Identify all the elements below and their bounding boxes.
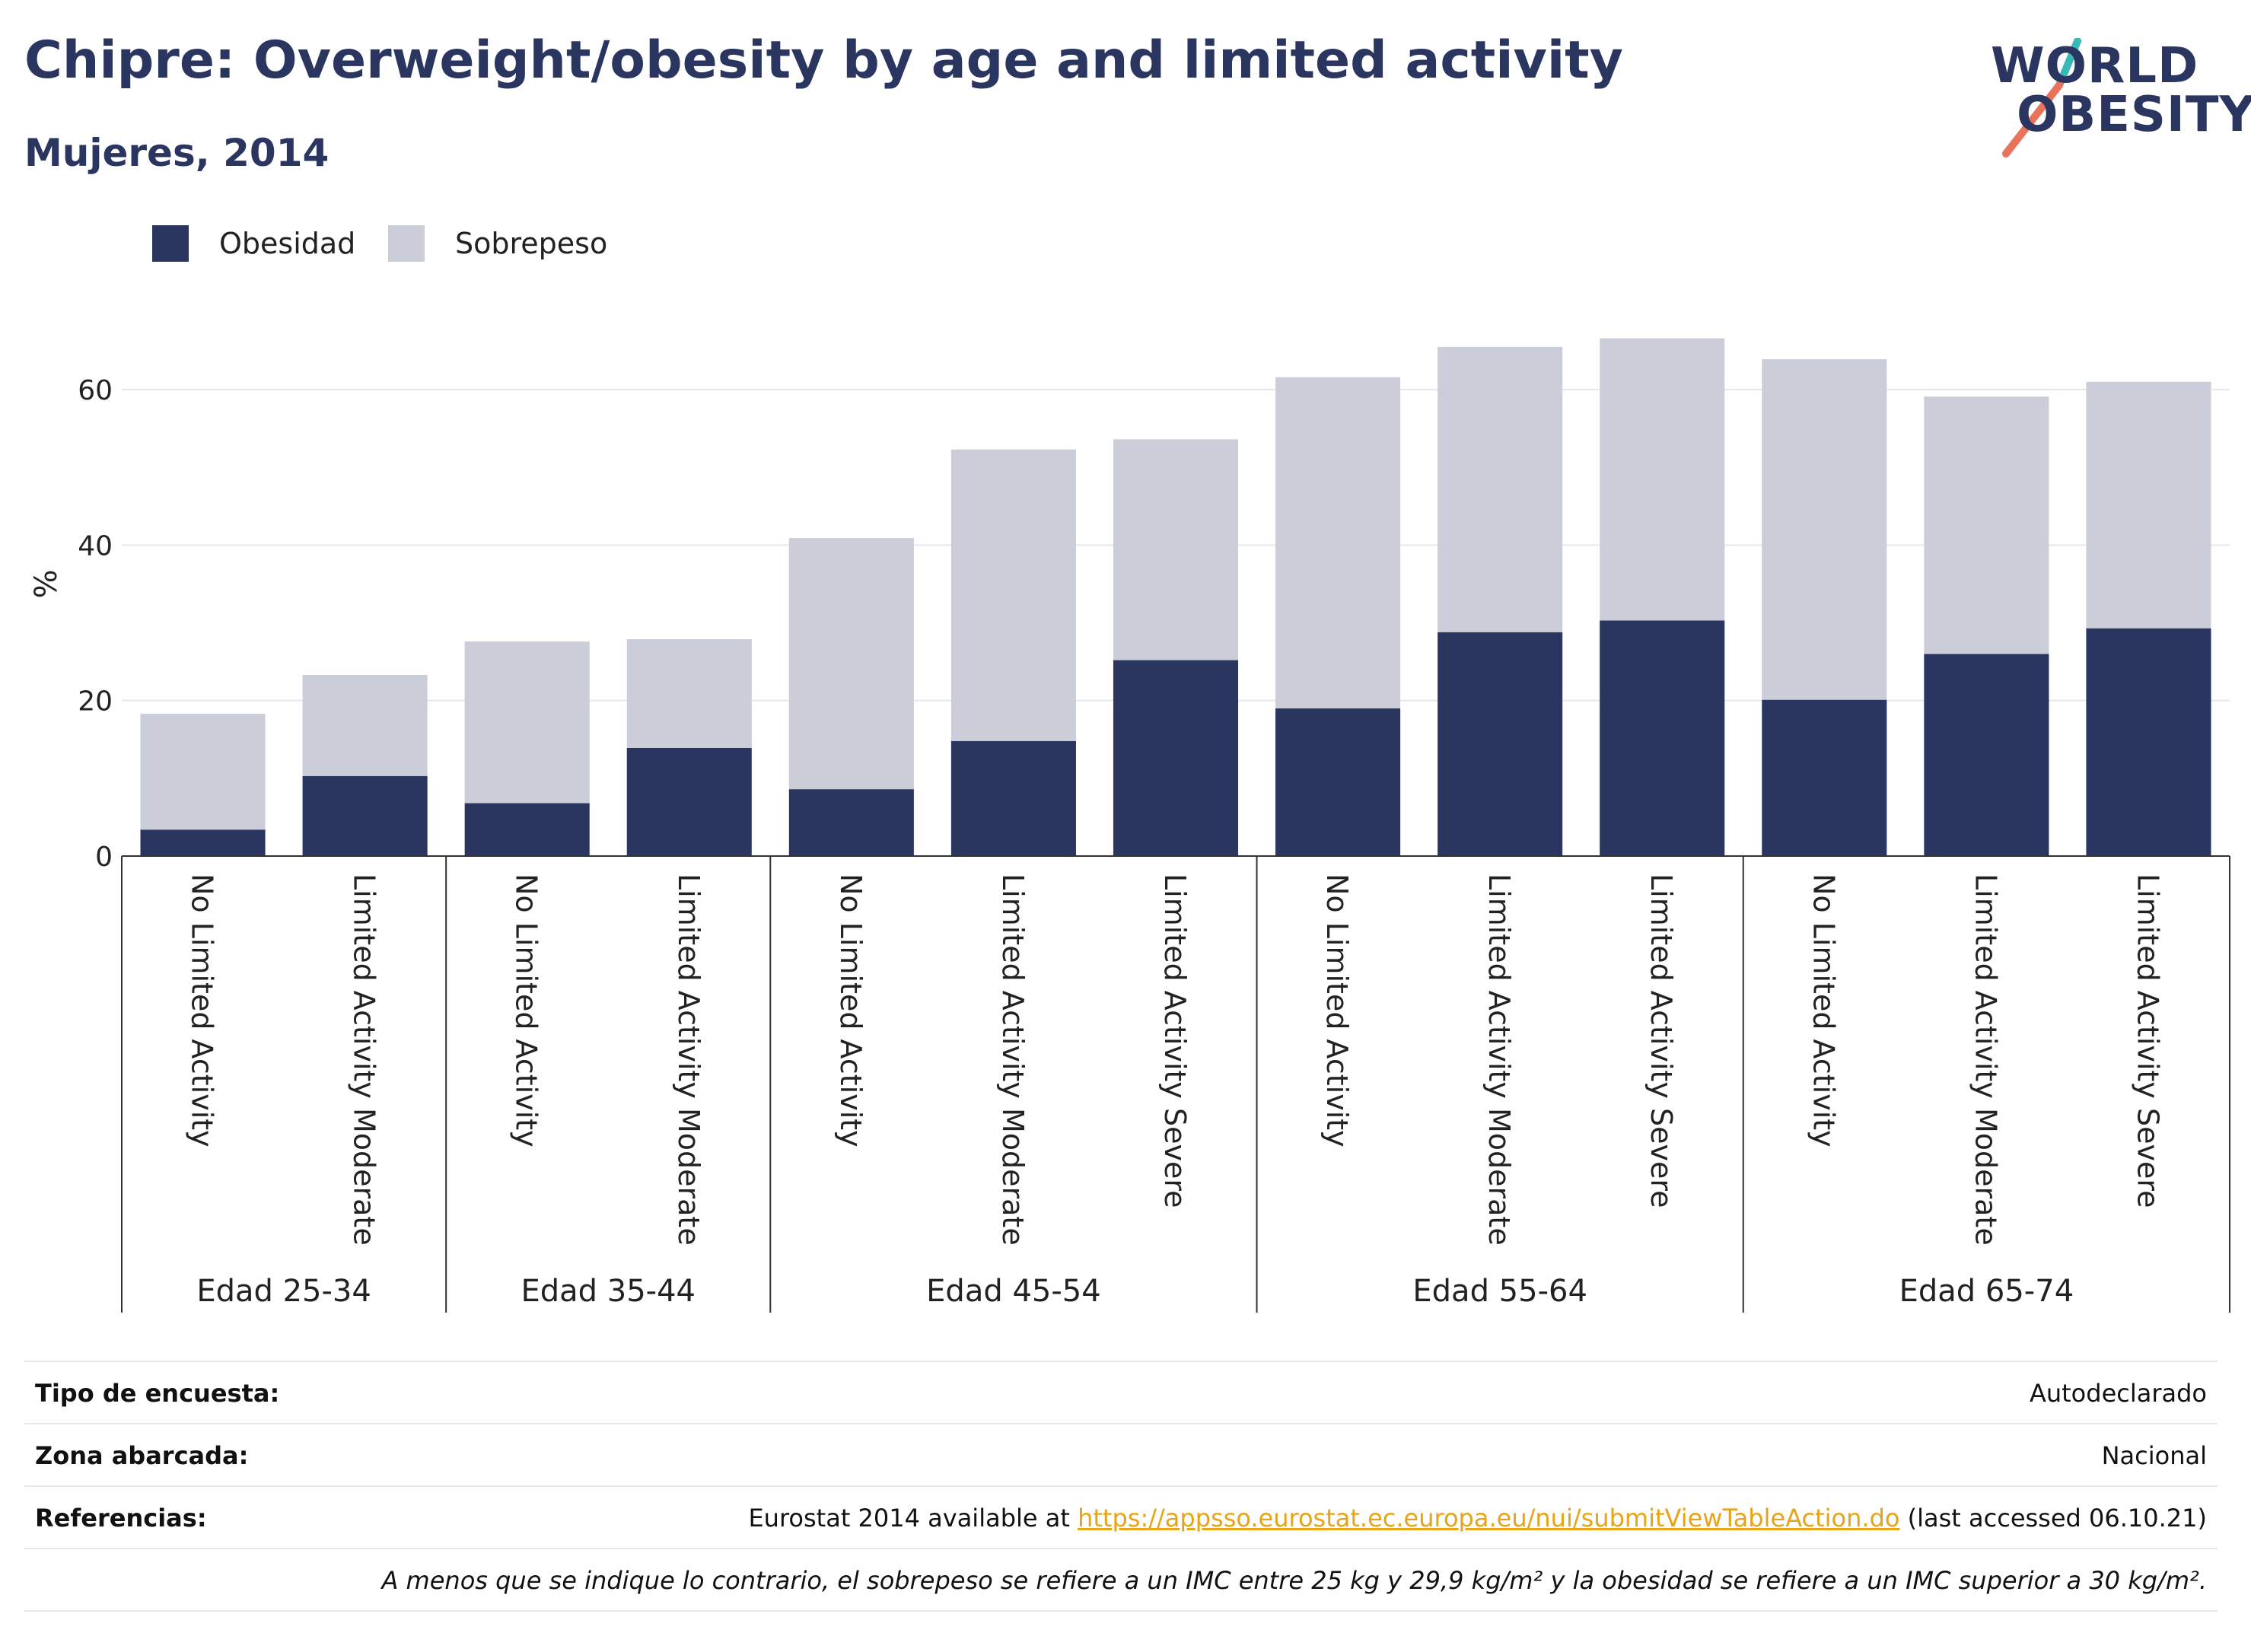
legend-label-sobrepeso: Sobrepeso bbox=[455, 227, 608, 260]
bar-sobrepeso-9 bbox=[1600, 338, 1725, 621]
meta-row-area: Zona abarcada: Nacional bbox=[24, 1423, 2218, 1487]
meta-row-survey: Tipo de encuesta: Autodeclarado bbox=[24, 1361, 2218, 1424]
legend-label-obesidad: Obesidad bbox=[219, 227, 356, 260]
bar-sobrepeso-12 bbox=[2086, 381, 2211, 629]
meta-area-label: Zona abarcada: bbox=[35, 1441, 249, 1470]
logo-line-2: OBESITY bbox=[2017, 87, 2251, 143]
bar-obesidad-1 bbox=[302, 775, 428, 856]
bar-obesidad-3 bbox=[626, 747, 752, 856]
x-category-label: No Limited Activity bbox=[1320, 874, 1354, 1147]
bar-sobrepeso-11 bbox=[1924, 396, 2049, 654]
bar-obesidad-6 bbox=[1113, 660, 1239, 856]
bar-sobrepeso-3 bbox=[626, 638, 752, 748]
logo-line-1: WORLD bbox=[1991, 38, 2199, 94]
x-category-label: Limited Activity Severe bbox=[1644, 874, 1678, 1208]
legend-item-sobrepeso[interactable]: Sobrepeso bbox=[388, 225, 607, 262]
bar-sobrepeso-0 bbox=[140, 714, 266, 830]
page-title: Chipre: Overweight/obesity by age and li… bbox=[24, 30, 1623, 91]
bar-sobrepeso-10 bbox=[1762, 359, 1887, 700]
bar-sobrepeso-7 bbox=[1275, 377, 1401, 708]
x-group-label: Edad 25-34 bbox=[196, 1274, 371, 1309]
bar-obesidad-4 bbox=[788, 789, 914, 856]
y-tick-label: 0 bbox=[95, 842, 113, 873]
x-category-label: Limited Activity Severe bbox=[1158, 874, 1192, 1208]
meta-note: A menos que se indique lo contrario, el … bbox=[381, 1566, 2207, 1595]
bar-obesidad-9 bbox=[1600, 620, 1725, 856]
stacked-bar-chart: 0 20 40 60% No Limited Activity Limited Activ… bbox=[29, 338, 2230, 1313]
meta-area-value: Nacional bbox=[2101, 1441, 2207, 1470]
bar-obesidad-11 bbox=[1924, 654, 2049, 856]
bar-sobrepeso-5 bbox=[950, 449, 1076, 741]
meta-row-note: A menos que se indique lo contrario, el … bbox=[24, 1548, 2218, 1612]
page-subtitle: Mujeres, 2014 bbox=[24, 131, 330, 175]
logo-slash-icon bbox=[2002, 38, 2081, 158]
meta-survey-label: Tipo de encuesta: bbox=[35, 1379, 280, 1408]
x-category-label: Limited Activity Moderate bbox=[996, 874, 1030, 1246]
x-group-label: Edad 55-64 bbox=[1412, 1274, 1587, 1309]
y-tick-label: 60 bbox=[78, 375, 113, 406]
x-category-label: Limited Activity Severe bbox=[2131, 874, 2164, 1208]
bar-sobrepeso-8 bbox=[1438, 346, 1563, 632]
bar-obesidad-10 bbox=[1762, 699, 1887, 856]
meta-refs-link[interactable]: https://appsso.eurostat.ec.europa.eu/nui… bbox=[1078, 1504, 1900, 1533]
x-category-label: Limited Activity Moderate bbox=[672, 874, 705, 1246]
x-group-label: Edad 45-54 bbox=[926, 1274, 1101, 1309]
x-category-label: Limited Activity Moderate bbox=[1482, 874, 1516, 1246]
x-category-label: No Limited Activity bbox=[186, 874, 219, 1147]
meta-row-refs: Referencias: Eurostat 2014 available at … bbox=[24, 1485, 2218, 1549]
meta-refs-suffix: (last accessed 06.10.21) bbox=[1899, 1504, 2207, 1533]
bar-obesidad-5 bbox=[950, 740, 1076, 856]
meta-survey-value: Autodeclarado bbox=[2029, 1379, 2207, 1408]
bar-obesidad-2 bbox=[464, 803, 590, 856]
bar-obesidad-0 bbox=[140, 829, 266, 856]
y-tick-label: 20 bbox=[78, 686, 113, 718]
x-group-label: Edad 35-44 bbox=[521, 1274, 696, 1309]
x-category-label: Limited Activity Moderate bbox=[348, 874, 381, 1246]
meta-refs-label: Referencias: bbox=[35, 1504, 207, 1533]
x-category-label: No Limited Activity bbox=[510, 874, 543, 1147]
bar-sobrepeso-4 bbox=[788, 538, 914, 790]
bar-sobrepeso-6 bbox=[1113, 439, 1239, 660]
bar-obesidad-8 bbox=[1438, 632, 1563, 856]
bar-obesidad-7 bbox=[1275, 708, 1401, 856]
x-category-label: No Limited Activity bbox=[1807, 874, 1840, 1147]
x-category-label: No Limited Activity bbox=[834, 874, 868, 1147]
legend-item-obesidad[interactable]: Obesidad bbox=[152, 225, 355, 262]
meta-refs-value: Eurostat 2014 available at https://appss… bbox=[748, 1504, 2207, 1533]
world-obesity-logo: WORLD OBESITY bbox=[1986, 38, 2251, 160]
y-axis-label: % bbox=[29, 569, 64, 598]
legend-swatch-sobrepeso bbox=[388, 225, 425, 262]
bar-sobrepeso-1 bbox=[302, 674, 428, 776]
x-group-label: Edad 65-74 bbox=[1899, 1274, 2074, 1309]
meta-refs-prefix: Eurostat 2014 available at bbox=[748, 1504, 1078, 1533]
bar-sobrepeso-2 bbox=[464, 641, 590, 804]
meta-bottom-divider bbox=[24, 1610, 2218, 1612]
legend-swatch-obesidad bbox=[152, 225, 189, 262]
bar-obesidad-12 bbox=[2086, 628, 2211, 856]
y-tick-label: 40 bbox=[78, 530, 113, 562]
x-category-label: Limited Activity Moderate bbox=[1969, 874, 2002, 1246]
